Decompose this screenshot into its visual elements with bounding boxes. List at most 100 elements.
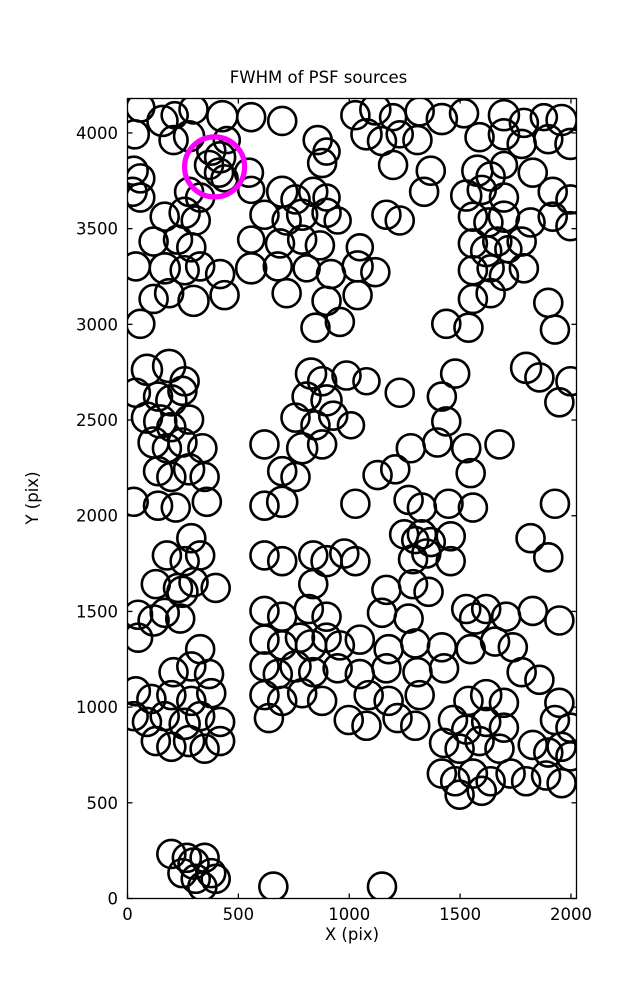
- y-tick-label: 2500: [76, 411, 118, 430]
- psf-source-circle: [203, 157, 235, 188]
- psf-source-circle: [450, 593, 482, 625]
- psf-source-circle: [340, 99, 371, 131]
- y-tick-label: 4000: [76, 124, 118, 143]
- psf-source-circle: [455, 457, 486, 489]
- psf-source-circle: [300, 312, 331, 343]
- psf-source-circle: [212, 125, 242, 155]
- psf-source-circle: [428, 653, 460, 684]
- psf-source-circle: [155, 384, 188, 417]
- psf-source-circle: [127, 676, 152, 707]
- psf-source-circle: [258, 871, 289, 898]
- x-tick-label: 500: [223, 905, 255, 924]
- y-tick-label: 1000: [76, 698, 118, 717]
- psf-source-circle: [293, 593, 325, 625]
- psf-source-circle: [428, 727, 460, 759]
- psf-source-circle: [469, 678, 503, 712]
- psf-source-circle: [517, 157, 549, 188]
- psf-source-circle: [532, 737, 564, 768]
- psf-source-circle: [297, 568, 329, 600]
- psf-source-circle: [539, 488, 571, 520]
- psf-source-circle: [439, 765, 471, 797]
- psf-source-circle: [236, 225, 266, 254]
- psf-source-circle: [555, 184, 576, 215]
- psf-source-circle: [166, 575, 199, 609]
- psf-source-circle: [413, 576, 444, 608]
- psf-source-circle: [379, 453, 411, 485]
- psf-source-circle: [415, 155, 447, 187]
- axis-frame: [126, 97, 578, 900]
- psf-source-circle: [189, 461, 220, 493]
- psf-source-circle: [464, 121, 495, 153]
- psf-source-circle: [484, 733, 515, 765]
- psf-source-circle: [280, 184, 311, 215]
- psf-source-circle: [546, 731, 576, 763]
- psf-source-circle: [395, 432, 427, 464]
- psf-source-circle: [532, 542, 564, 573]
- psf-source-circle: [435, 520, 467, 552]
- page-title: FWHM of PSF sources: [229, 68, 408, 87]
- psf-source-circle: [184, 540, 216, 571]
- psf-source-circle: [156, 679, 187, 711]
- psf-source-circle: [360, 256, 391, 288]
- psf-source-circle: [148, 252, 181, 285]
- psf-source-circle: [279, 650, 312, 683]
- psf-source-circle: [249, 429, 280, 460]
- psf-source-circle: [292, 254, 321, 283]
- psf-source-circle: [249, 199, 280, 231]
- psf-source-circle: [249, 490, 280, 521]
- psf-source-circle: [336, 410, 366, 440]
- psf-source-circle: [177, 284, 210, 318]
- tick-labels: 0 500 1000 1500 2000 0 500 1000 1500 2000 2500 3000…: [76, 124, 592, 924]
- psf-source-circle: [151, 348, 187, 384]
- psf-source-circle: [341, 250, 374, 283]
- psf-source-circle: [539, 704, 571, 736]
- psf-source-circle: [544, 605, 575, 636]
- psf-source-circle: [176, 231, 207, 263]
- psf-source-circle: [156, 411, 187, 443]
- x-axis-label: X (pix): [325, 925, 379, 944]
- psf-source-circle: [156, 461, 187, 493]
- psf-source-circle: [517, 595, 549, 627]
- psf-source-circle: [352, 366, 381, 396]
- psf-source-circle: [204, 706, 236, 738]
- psf-source-circle: [266, 105, 298, 137]
- psf-source-circle: [131, 706, 163, 738]
- psf-source-circle: [385, 120, 415, 149]
- psf-source-circle: [312, 183, 341, 212]
- psf-source-circle: [204, 258, 236, 290]
- psf-source-circle: [286, 224, 318, 255]
- y-tick-label: 3000: [76, 315, 118, 334]
- psf-source-circle: [187, 432, 218, 464]
- psf-source-circle: [450, 432, 482, 464]
- psf-source-circle: [422, 427, 453, 458]
- psf-source-circle: [351, 710, 382, 742]
- psf-source-circle: [142, 455, 174, 487]
- psf-source-circle: [156, 731, 187, 763]
- psf-source-circle: [430, 308, 462, 340]
- psf-source-circle: [127, 119, 151, 150]
- psf-source-circle: [306, 429, 338, 460]
- psf-source-circle: [555, 741, 576, 772]
- psf-source-circle: [544, 687, 575, 719]
- psf-source-circle: [510, 765, 542, 797]
- psf-source-circle: [171, 842, 203, 874]
- psf-source-circle: [176, 651, 207, 682]
- psf-source-circle: [164, 603, 196, 634]
- psf-source-circle: [433, 488, 464, 520]
- psf-source-circle: [151, 540, 183, 571]
- psf-source-circle: [515, 207, 546, 238]
- y-tick-label: 500: [87, 794, 119, 813]
- psf-source-circle: [127, 176, 148, 208]
- axes-spine: [126, 97, 578, 900]
- psf-source-circle: [484, 429, 515, 460]
- psf-source-circle: [537, 201, 569, 232]
- psf-source-circle: [249, 679, 280, 711]
- psf-source-circle: [350, 118, 383, 151]
- psf-source-circle: [311, 285, 342, 317]
- psf-source-circle: [176, 685, 207, 717]
- psf-source-circle: [495, 758, 526, 789]
- psf-source-circle: [306, 147, 338, 179]
- psf-source-circle: [448, 98, 480, 129]
